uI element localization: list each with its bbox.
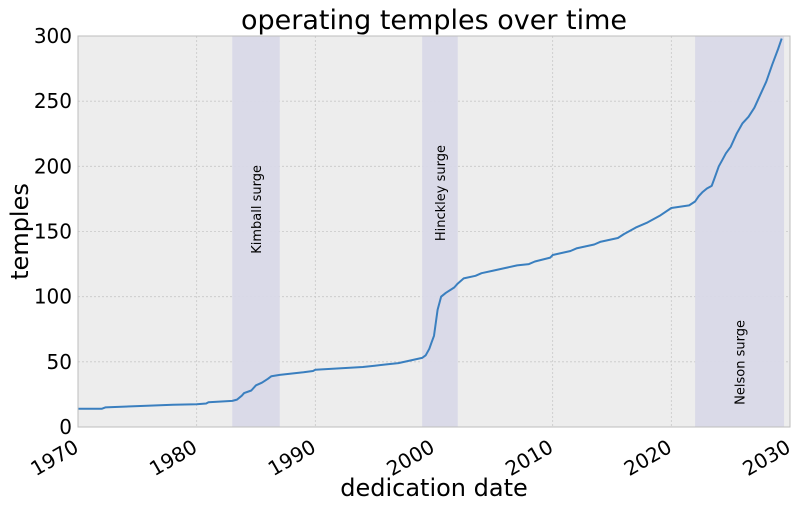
- y-tick-label: 150: [34, 220, 72, 244]
- shaded-region-label: Nelson surge: [734, 320, 749, 405]
- series-line: [78, 38, 783, 410]
- plot-area: Kimball surge Hinckley surge Nelson surge 0…: [26, 24, 794, 481]
- x-tick-label: 1970: [26, 435, 82, 481]
- x-axis-label: dedication date: [340, 474, 528, 502]
- shaded-region: [695, 36, 785, 427]
- y-tick-label: 100: [34, 285, 72, 309]
- y-tick-label: 300: [34, 24, 72, 48]
- y-tick-label: 250: [34, 89, 72, 113]
- x-tick-label: 1990: [264, 435, 320, 481]
- x-tick-label: 1980: [145, 435, 201, 481]
- shaded-region-label: Hinckley surge: [434, 145, 449, 241]
- y-tick-label: 0: [59, 415, 72, 439]
- x-tick-label: 2030: [738, 435, 794, 481]
- shaded-region: [422, 36, 458, 427]
- chart-title: operating temples over time: [241, 5, 627, 36]
- y-tick-label: 50: [47, 350, 72, 374]
- shaded-region: [232, 36, 280, 427]
- x-tick-label: 2020: [620, 435, 676, 481]
- shaded-region-label: Kimball surge: [250, 165, 265, 254]
- y-tick-label: 200: [34, 154, 72, 178]
- y-axis-label: temples: [6, 183, 34, 280]
- plot-frame: [77, 35, 791, 428]
